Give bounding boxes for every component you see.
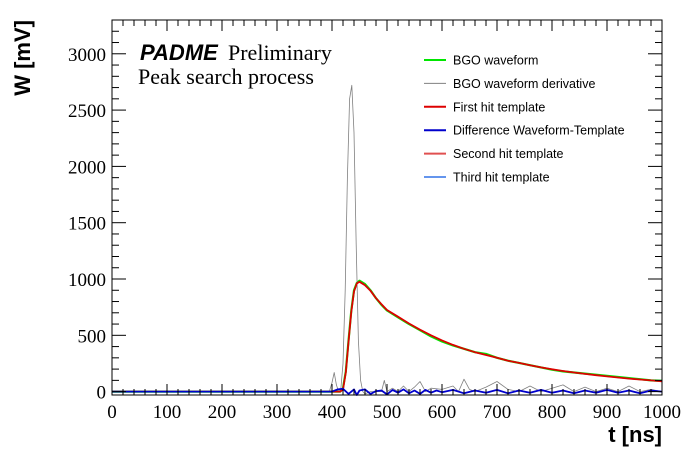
legend-label: Second hit template — [453, 147, 564, 161]
y-tick-label: 1000 — [68, 270, 106, 291]
legend-label: First hit template — [453, 100, 545, 114]
x-tick-label: 300 — [263, 402, 292, 423]
legend-label: BGO waveform — [453, 54, 538, 68]
y-tick-label: 3000 — [68, 45, 106, 66]
x-axis-title: t [ns] — [608, 422, 662, 447]
y-tick-label: 2500 — [68, 101, 106, 122]
legend-label: Third hit template — [453, 171, 550, 185]
legend-label: Difference Waveform-Template — [453, 124, 625, 138]
x-tick-label: 0 — [107, 402, 117, 423]
x-axis: 0 100 200 300 400 500 600 700 800 900 1000 — [107, 20, 681, 423]
y-axis: 0 500 1000 1500 2000 2500 3000 — [68, 19, 662, 404]
annotation-text: Peak search process — [138, 64, 314, 89]
legend: BGO waveform BGO waveform derivative First… — [424, 54, 625, 185]
y-tick-label: 1500 — [68, 214, 106, 235]
series-line-3 — [112, 280, 663, 393]
series-line-4 — [112, 387, 663, 396]
x-tick-label: 200 — [208, 402, 237, 423]
x-tick-label: 100 — [153, 402, 182, 423]
x-tick-label: 700 — [483, 402, 512, 423]
brand-label: PADME — [140, 40, 219, 65]
x-tick-label: 600 — [428, 402, 457, 423]
y-axis-title: W [mV] — [10, 20, 35, 96]
preliminary-label: Preliminary — [228, 40, 332, 65]
series-line-2 — [112, 84, 663, 395]
x-tick-label: 1000 — [643, 402, 681, 423]
x-tick-label: 800 — [538, 402, 567, 423]
x-tick-label: 900 — [593, 402, 622, 423]
plot-lines — [112, 84, 663, 396]
y-tick-label: 0 — [97, 383, 107, 404]
y-tick-label: 2000 — [68, 157, 106, 178]
x-tick-label: 400 — [318, 402, 347, 423]
series-line-1 — [112, 279, 663, 393]
legend-label: BGO waveform derivative — [453, 77, 595, 91]
x-tick-label: 500 — [373, 402, 402, 423]
y-tick-label: 500 — [78, 326, 107, 347]
